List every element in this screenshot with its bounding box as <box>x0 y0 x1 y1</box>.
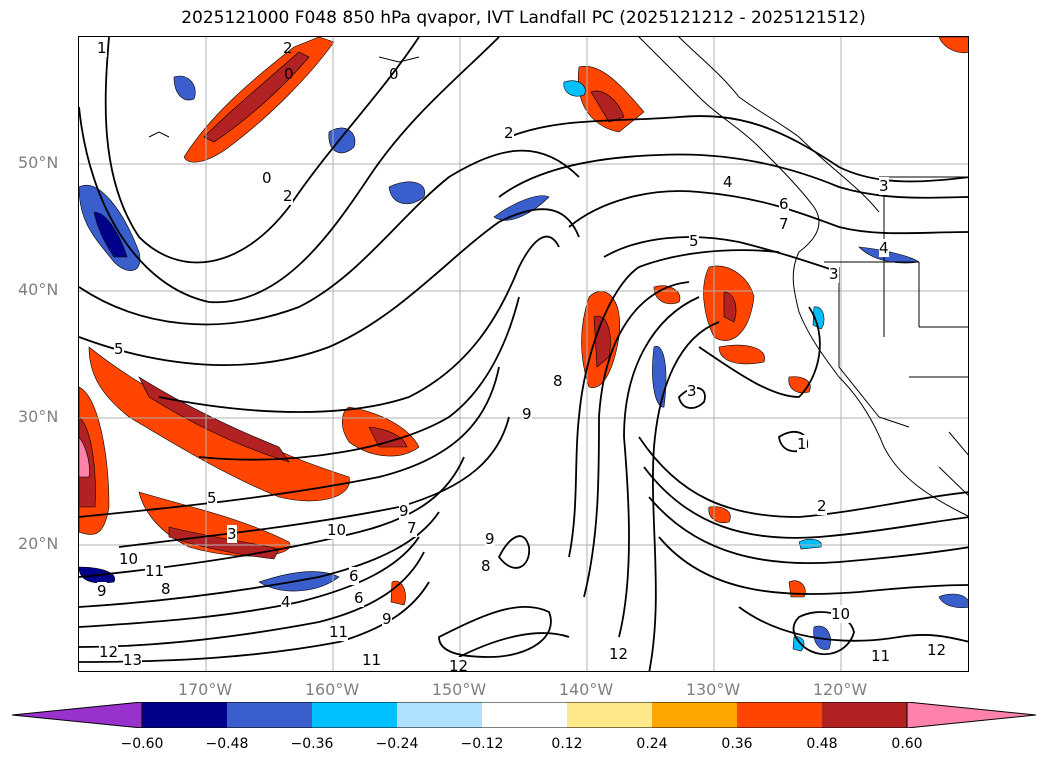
contour-label: 8 <box>553 372 563 390</box>
coastlines <box>148 37 968 517</box>
contour-label: 6 <box>354 589 364 607</box>
lon-label-150w: 150°W <box>431 680 487 699</box>
contour-label: 11 <box>871 647 891 665</box>
contour-label: 12 <box>609 645 629 663</box>
contour-label: 13 <box>123 651 143 669</box>
colorbar-tick: −0.60 <box>120 736 164 752</box>
contour-label: 3 <box>879 177 889 195</box>
colorbar-tick: 0.48 <box>806 736 838 752</box>
colorbar-segment <box>822 702 907 728</box>
contour-label: 6 <box>779 195 789 213</box>
contour-label: 3 <box>687 382 697 400</box>
contour-label: 2 <box>504 124 514 142</box>
colorbar-segment <box>737 702 822 728</box>
contour-label: 10 <box>831 605 851 623</box>
colorbar-tick: 0.60 <box>891 736 923 752</box>
map-canvas <box>79 37 968 671</box>
colorbar-tick: 0.36 <box>721 736 753 752</box>
contour-label: 2 <box>283 187 293 205</box>
colorbar-segment <box>567 702 652 728</box>
lon-label-140w: 140°W <box>558 680 614 699</box>
lat-label-20n: 20°N <box>18 534 59 553</box>
contour-label: 0 <box>262 169 272 187</box>
colorbar-tick: −0.36 <box>290 736 334 752</box>
contour-label: 5 <box>114 340 124 358</box>
contour-label: 10 <box>327 521 347 539</box>
colorbar-segment <box>312 702 397 728</box>
contour-label: 8 <box>481 557 491 575</box>
contour-label: 4 <box>879 239 889 257</box>
contour-label: 9 <box>522 405 532 423</box>
contour-label: 5 <box>689 232 699 250</box>
contour-label: 0 <box>284 65 294 83</box>
lon-label-120w: 120°W <box>812 680 868 699</box>
contour-label: 1 <box>97 39 107 57</box>
contour-label: 0 <box>389 65 399 83</box>
colorbar-segment <box>397 702 482 728</box>
contour-label: 10 <box>119 550 139 568</box>
map-title: 2025121000 F048 850 hPa qvapor, IVT Land… <box>181 8 866 28</box>
qvapor-positive-fill <box>79 37 968 606</box>
contour-label: 9 <box>382 610 392 628</box>
colorbar-tick: −0.24 <box>375 736 419 752</box>
contour-label: 3 <box>227 525 237 543</box>
colorbar-tick: −0.48 <box>205 736 249 752</box>
contour-label: 11 <box>329 623 349 641</box>
contour-label: 1 <box>797 435 807 453</box>
colorbar-tick: −0.12 <box>460 736 504 752</box>
qvapor-negative-fill <box>79 75 968 652</box>
lon-label-160w: 160°W <box>304 680 360 699</box>
contour-label: 6 <box>349 567 359 585</box>
colorbar-tick: 0.12 <box>551 736 583 752</box>
contour-label: 5 <box>207 489 217 507</box>
lat-label-30n: 30°N <box>18 407 59 426</box>
contour-label: 7 <box>779 215 789 233</box>
colorbar-segment <box>142 702 227 728</box>
contour-label: 9 <box>97 582 107 600</box>
colorbar-segment <box>227 702 312 728</box>
colorbar <box>12 702 1036 728</box>
contour-label: 9 <box>485 530 495 548</box>
lon-label-170w: 170°W <box>177 680 233 699</box>
contour-label: 9 <box>399 502 409 520</box>
map-panel: 1 2 0 0 0 2 4 6 7 5 4 3 3 2 1 8 9 9 8 9 … <box>78 36 969 672</box>
contour-label: 2 <box>817 497 827 515</box>
colorbar-segment <box>652 702 737 728</box>
contour-label: 12 <box>449 657 469 671</box>
lat-label-50n: 50°N <box>18 153 59 172</box>
ivt-contours <box>79 37 968 671</box>
contour-label: 12 <box>927 641 947 659</box>
lon-label-130w: 130°W <box>685 680 741 699</box>
contour-label: 7 <box>407 519 417 537</box>
colorbar-tick: 0.24 <box>636 736 668 752</box>
contour-label: 4 <box>281 593 291 611</box>
colorbar-extend-high <box>906 702 1036 728</box>
contour-label: 2 <box>283 39 293 57</box>
contour-label: 11 <box>362 651 382 669</box>
contour-label: 12 <box>99 643 119 661</box>
lat-label-40n: 40°N <box>18 280 59 299</box>
contour-label: 4 <box>723 173 733 191</box>
contour-label-layer: 1 2 0 0 0 2 4 6 7 5 4 3 3 2 1 8 9 9 8 9 … <box>79 37 968 671</box>
contour-label: 11 <box>145 562 165 580</box>
contour-label: 3 <box>829 265 839 283</box>
contour-label: 8 <box>161 580 171 598</box>
colorbar-extend-low <box>12 702 143 728</box>
colorbar-segment <box>482 702 567 728</box>
